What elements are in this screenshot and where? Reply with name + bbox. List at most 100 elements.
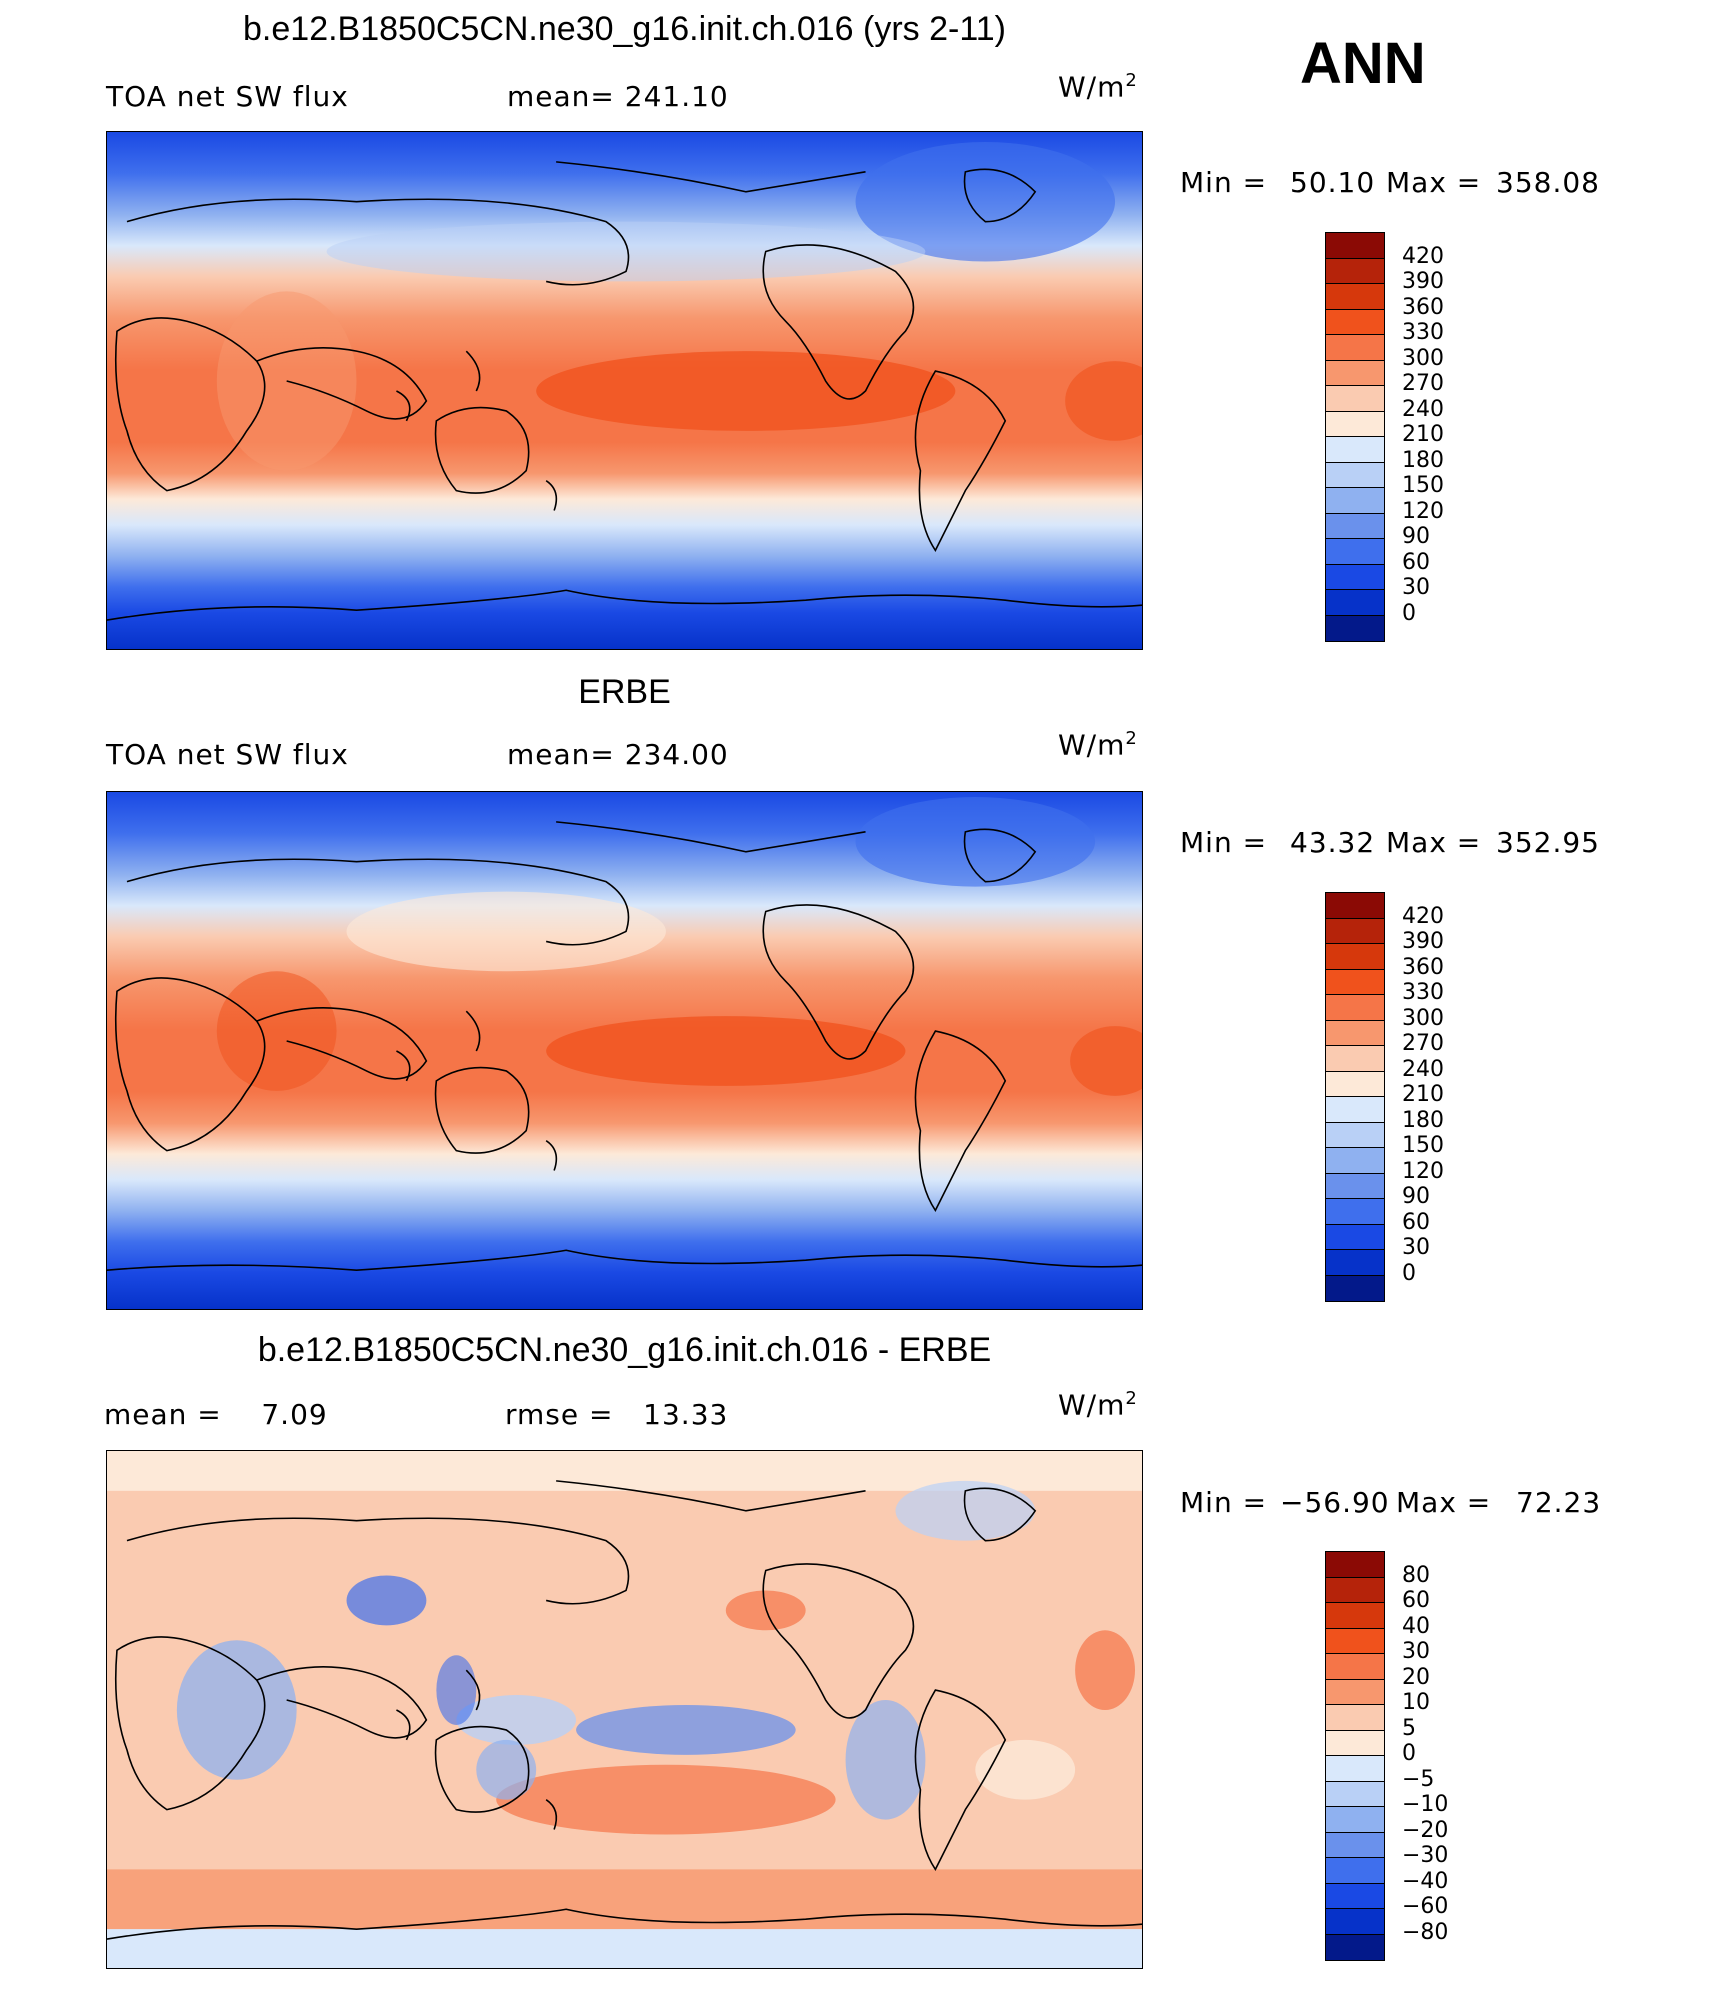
colorbar-tick-label: 210 [1402, 422, 1444, 447]
colorbar-tick-label: 120 [1402, 498, 1444, 524]
colorbar-tick-label: 270 [1402, 1031, 1444, 1056]
colorbar-tick-label: 150 [1402, 1133, 1444, 1158]
colorbar-tick-label: 420 [1402, 903, 1444, 929]
panel-3-max-label: Max = [1396, 1486, 1492, 1519]
colorbar-swatch [1326, 1679, 1384, 1705]
colorbar-swatch [1326, 233, 1384, 259]
colorbar-swatch [1326, 539, 1384, 565]
colorbar-tick-label: 40 [1402, 1613, 1430, 1639]
colorbar-swatch [1326, 969, 1384, 995]
colorbar-swatch [1326, 1858, 1384, 1884]
colorbar-swatch [1326, 1577, 1384, 1603]
colorbar-swatch [1326, 944, 1384, 970]
colorbar-tick-label: 30 [1402, 1639, 1430, 1664]
panel-1-contour-field [107, 132, 1142, 649]
colorbar-swatch [1326, 1148, 1384, 1174]
panel-2-min-value: 43.32 [1290, 826, 1376, 859]
colorbar-swatch [1326, 1603, 1384, 1629]
colorbar-tick-label: −60 [1402, 1894, 1449, 1919]
panel-2-contour-field [107, 792, 1142, 1309]
panel-2-min-label: Min = [1180, 826, 1268, 859]
panel-2-title: ERBE [578, 673, 671, 711]
colorbar-tick-label: −5 [1402, 1766, 1435, 1792]
colorbar-tick-label: 90 [1402, 1184, 1430, 1209]
colorbar-swatch [1326, 1199, 1384, 1225]
panel-1-title: b.e12.B1850C5CN.ne30_g16.init.ch.016 (yr… [243, 10, 1006, 48]
colorbar-tick-label: 300 [1402, 345, 1444, 371]
panel-2-max-label: Max = [1386, 826, 1482, 859]
panel-1-colorbar [1325, 232, 1385, 642]
colorbar-tick-label: 240 [1402, 1056, 1444, 1082]
colorbar-swatch [1326, 1122, 1384, 1148]
panel-2-max-value: 352.95 [1496, 826, 1600, 859]
colorbar-tick-label: 360 [1402, 954, 1444, 980]
colorbar-swatch [1326, 1552, 1384, 1578]
colorbar-swatch [1326, 258, 1384, 284]
colorbar-tick-label: 210 [1402, 1082, 1444, 1107]
panel-1-mean-label: mean= 241.10 [507, 80, 729, 113]
colorbar-swatch [1326, 335, 1384, 361]
colorbar-swatch [1326, 615, 1384, 641]
colorbar-tick-label: 0 [1402, 1741, 1416, 1766]
colorbar-tick-label: 330 [1402, 320, 1444, 345]
panel-1-units: W/m2 [1058, 70, 1138, 104]
colorbar-tick-label: 0 [1402, 1260, 1416, 1286]
colorbar-tick-label: 150 [1402, 473, 1444, 498]
panel-2-mean-label: mean= 234.00 [507, 738, 729, 771]
panel-2-variable-label: TOA net SW flux [106, 738, 349, 771]
colorbar-tick-label: 360 [1402, 294, 1444, 320]
colorbar-swatch [1326, 437, 1384, 463]
colorbar-tick-label: −80 [1402, 1919, 1449, 1945]
colorbar-swatch [1326, 386, 1384, 412]
panel-3-units: W/m2 [1058, 1388, 1138, 1422]
colorbar-swatch [1326, 1224, 1384, 1250]
colorbar-swatch [1326, 1173, 1384, 1199]
colorbar-tick-label: 270 [1402, 371, 1444, 396]
panel-1-min-value: 50.10 [1290, 166, 1376, 199]
panel-1-variable-label: TOA net SW flux [106, 80, 349, 113]
colorbar-swatch [1326, 1654, 1384, 1680]
colorbar-swatch [1326, 360, 1384, 386]
colorbar-tick-label: 180 [1402, 447, 1444, 473]
colorbar-swatch [1326, 564, 1384, 590]
season-label: ANN [1300, 31, 1426, 96]
colorbar-swatch [1326, 1883, 1384, 1909]
colorbar-tick-label: 30 [1402, 575, 1430, 600]
colorbar-tick-label: 20 [1402, 1664, 1430, 1690]
panel-1-min-label: Min = [1180, 166, 1268, 199]
colorbar-tick-label: 5 [1402, 1715, 1416, 1741]
panel-3-colorbar [1325, 1551, 1385, 1961]
panel-1-max-value: 358.08 [1496, 166, 1600, 199]
colorbar-swatch [1326, 411, 1384, 437]
colorbar-swatch [1326, 309, 1384, 335]
colorbar-swatch [1326, 1097, 1384, 1123]
panel-2-units: W/m2 [1058, 728, 1138, 762]
colorbar-tick-label: 80 [1402, 1562, 1430, 1588]
colorbar-tick-label: 30 [1402, 1235, 1430, 1260]
panel-3-min-value: −56.90 [1280, 1486, 1390, 1519]
colorbar-swatch [1326, 893, 1384, 919]
colorbar-tick-label: 420 [1402, 243, 1444, 269]
colorbar-tick-label: −30 [1402, 1843, 1449, 1868]
colorbar-swatch [1326, 488, 1384, 514]
colorbar-tick-label: 300 [1402, 1005, 1444, 1031]
panel-2-map [106, 791, 1143, 1310]
panel-3-min-label: Min = [1180, 1486, 1268, 1519]
colorbar-tick-label: 60 [1402, 1588, 1430, 1613]
panel-3-map [106, 1450, 1143, 1969]
colorbar-tick-label: 240 [1402, 396, 1444, 422]
colorbar-swatch [1326, 1705, 1384, 1731]
colorbar-swatch [1326, 1756, 1384, 1782]
panel-3-rmse-label: rmse = 13.33 [505, 1398, 729, 1431]
colorbar-swatch [1326, 590, 1384, 616]
panel-2-colorbar [1325, 892, 1385, 1302]
panel-3-title: b.e12.B1850C5CN.ne30_g16.init.ch.016 - E… [257, 1331, 992, 1369]
colorbar-swatch [1326, 1730, 1384, 1756]
colorbar-tick-label: 180 [1402, 1107, 1444, 1133]
colorbar-swatch [1326, 462, 1384, 488]
colorbar-swatch [1326, 513, 1384, 539]
colorbar-swatch [1326, 1909, 1384, 1935]
colorbar-tick-label: −20 [1402, 1817, 1449, 1843]
colorbar-swatch [1326, 1275, 1384, 1301]
colorbar-tick-label: 10 [1402, 1690, 1430, 1715]
